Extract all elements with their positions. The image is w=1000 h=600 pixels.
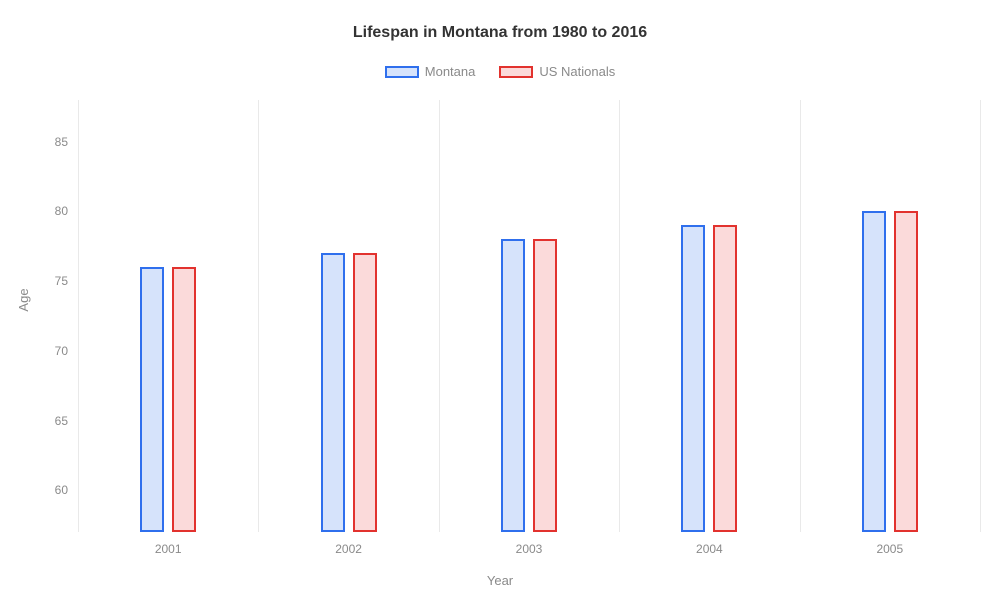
x-tick-label: 2005 (876, 542, 903, 556)
bar[interactable] (862, 211, 886, 532)
bar[interactable] (172, 267, 196, 532)
bar[interactable] (533, 239, 557, 532)
lifespan-chart: Lifespan in Montana from 1980 to 2016 Mo… (0, 0, 1000, 600)
bar[interactable] (321, 253, 345, 532)
plot-area: 60657075808520012002200320042005 (78, 100, 980, 532)
x-tick-label: 2001 (155, 542, 182, 556)
legend-label-us-nationals: US Nationals (539, 64, 615, 79)
y-tick-label: 85 (55, 135, 68, 149)
y-tick-label: 60 (55, 483, 68, 497)
x-tick-label: 2003 (516, 542, 543, 556)
gridline (619, 100, 620, 532)
y-tick-label: 65 (55, 414, 68, 428)
x-tick-label: 2004 (696, 542, 723, 556)
bar[interactable] (140, 267, 164, 532)
y-axis-label: Age (16, 288, 31, 311)
chart-title: Lifespan in Montana from 1980 to 2016 (0, 24, 1000, 42)
chart-legend: Montana US Nationals (0, 64, 1000, 79)
bar[interactable] (713, 225, 737, 532)
y-tick-label: 80 (55, 204, 68, 218)
x-tick-label: 2002 (335, 542, 362, 556)
gridline (78, 100, 79, 532)
gridline (258, 100, 259, 532)
legend-item-us-nationals[interactable]: US Nationals (499, 64, 615, 79)
bar[interactable] (681, 225, 705, 532)
y-tick-label: 70 (55, 344, 68, 358)
gridline (439, 100, 440, 532)
legend-item-montana[interactable]: Montana (385, 64, 476, 79)
gridline (800, 100, 801, 532)
y-tick-label: 75 (55, 274, 68, 288)
legend-swatch-montana (385, 66, 419, 78)
bar[interactable] (501, 239, 525, 532)
gridline (980, 100, 981, 532)
bar[interactable] (894, 211, 918, 532)
legend-swatch-us-nationals (499, 66, 533, 78)
legend-label-montana: Montana (425, 64, 476, 79)
bar[interactable] (353, 253, 377, 532)
x-axis-label: Year (0, 573, 1000, 588)
